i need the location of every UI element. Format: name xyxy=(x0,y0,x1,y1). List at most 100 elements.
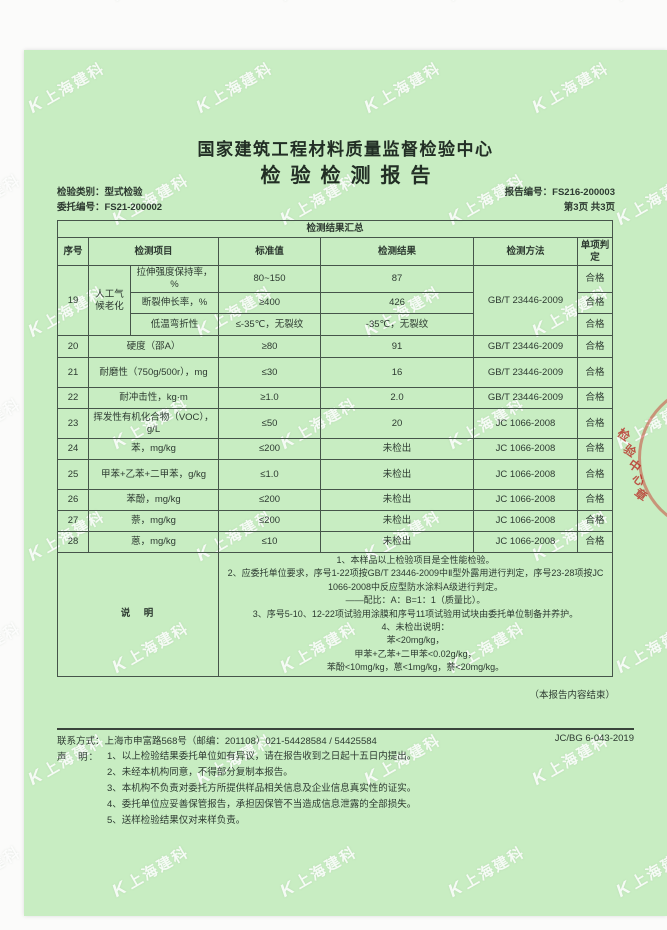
statement-item: 2、未经本机构同意，不得部分复制本报告。 xyxy=(107,767,293,778)
standard-cell: ≤30 xyxy=(218,357,321,388)
table-row: 24 苯，mg/kg ≤200 未检出 JC 1066-2008 合格 xyxy=(57,438,613,460)
col-header-result: 检测结果 xyxy=(320,237,474,266)
table-row: 20 硬度（邵A） ≥80 91 GB/T 23446-2009 合格 xyxy=(57,335,613,358)
result-cell: 未检出 xyxy=(320,459,474,490)
standard-cell: ≥1.0 xyxy=(218,387,321,409)
col-header-judgment: 单项判定 xyxy=(577,237,613,266)
table-banner: 检测结果汇总 xyxy=(57,220,613,238)
col-header-item: 检测项目 xyxy=(88,237,219,266)
table-row: 25 甲苯+乙苯+二甲苯，g/kg ≤1.0 未检出 JC 1066-2008 合格 xyxy=(57,459,613,490)
method-cell: JC 1066-2008 xyxy=(473,531,578,553)
standard-cell: ≤200 xyxy=(218,510,321,532)
standard-cell: ≤1.0 xyxy=(218,459,321,490)
result-cell: 未检出 xyxy=(320,531,474,553)
result-cell: 2.0 xyxy=(320,387,474,409)
result-cell: 16 xyxy=(320,357,474,388)
contact-row: 联系方式：上海市申富路568号（邮编：201108）021-54428584 /… xyxy=(57,733,634,747)
judgment-cell: 合格 xyxy=(577,292,613,314)
table-row: 21 耐磨性（750g/500r），mg ≤30 16 GB/T 23446-2009 合… xyxy=(57,357,613,388)
results-table: 检测结果汇总 序号 检测项目 标准值 检测结果 检测方法 单项判定 19 人工气… xyxy=(57,220,613,677)
judgment-cell: 合格 xyxy=(577,438,613,460)
item-cell: 耐磨性（750g/500r），mg xyxy=(88,357,219,388)
col-header-no: 序号 xyxy=(57,237,89,266)
inspection-category: 检验类别：型式检验 xyxy=(57,187,143,198)
item-cell: 苯酚，mg/kg xyxy=(88,489,219,511)
item-cell: 低温弯折性 xyxy=(130,313,219,336)
judgment-cell: 合格 xyxy=(577,335,613,358)
note-line: 3、序号5-10、12-22项试验用涂膜和序号11项试验用试块由委托单位制备并养… xyxy=(252,608,579,619)
document-code: JC/BG 6-043-2019 xyxy=(554,733,634,744)
col-header-method: 检测方法 xyxy=(473,237,578,266)
judgment-cell: 合格 xyxy=(577,387,613,409)
statement-item: 1、以上检验结果委托单位如有异议，请在报告收到之日起十五日内提出。 xyxy=(107,751,417,762)
table-row: 22 耐冲击性，kg·m ≥1.0 2.0 GB/T 23446-2009 合格 xyxy=(57,387,613,409)
item-cell: 甲苯+乙苯+二甲苯，g/kg xyxy=(88,459,219,490)
note-line: 1、本样品以上检验项目是全性能检验。 xyxy=(336,555,495,565)
standard-cell: 80~150 xyxy=(218,265,321,293)
result-cell: -35℃，无裂纹 xyxy=(320,313,474,336)
item-cell: 萘，mg/kg xyxy=(88,510,219,532)
row-no: 22 xyxy=(57,387,89,409)
statement-item: 5、送样检验结果仅对来样负责。 xyxy=(107,815,246,826)
statement-block: 声 明： 1、以上检验结果委托单位如有异议，请在报告收到之日起十五日内提出。 2、… xyxy=(57,749,634,829)
row-no: 27 xyxy=(57,510,89,532)
result-cell: 未检出 xyxy=(320,510,474,532)
statement-list: 1、以上检验结果委托单位如有异议，请在报告收到之日起十五日内提出。 2、未经本机构… xyxy=(107,749,416,829)
table-row: 26 苯酚，mg/kg ≤200 未检出 JC 1066-2008 合格 xyxy=(57,489,613,511)
result-cell: 426 xyxy=(320,292,474,314)
judgment-cell: 合格 xyxy=(577,313,613,336)
row-no: 19 xyxy=(57,265,89,336)
method-cell: JC 1066-2008 xyxy=(473,408,578,439)
judgment-cell: 合格 xyxy=(577,531,613,553)
row-no: 25 xyxy=(57,459,89,490)
standard-cell: ≤50 xyxy=(218,408,321,439)
judgment-cell: 合格 xyxy=(577,408,613,439)
table-row: 28 蒽，mg/kg ≤10 未检出 JC 1066-2008 合格 xyxy=(57,531,613,553)
group-label: 人工气候老化 xyxy=(88,265,131,336)
result-cell: 20 xyxy=(320,408,474,439)
statement-label: 声 明： xyxy=(57,752,100,763)
method-cell: GB/T 23446-2009 xyxy=(473,357,578,388)
note-line: 甲苯+乙苯+二甲苯<0.02g/kg， xyxy=(354,648,477,659)
item-cell: 耐冲击性，kg·m xyxy=(88,387,219,409)
method-cell: GB/T 23446-2009 xyxy=(473,335,578,358)
note-line: 2、应委托单位要求，序号1-22项按GB/T 23446-2009中Ⅱ型外露用进… xyxy=(227,568,604,592)
commission-number: 委托编号：FS21-200002 xyxy=(57,202,163,213)
result-cell: 87 xyxy=(320,265,474,293)
contact-info: 联系方式：上海市申富路568号（邮编：201108）021-54428584 /… xyxy=(57,736,377,747)
report-number: 报告编号：FS216-200003 xyxy=(504,187,615,198)
standard-cell: ≥80 xyxy=(218,335,321,358)
item-cell: 苯，mg/kg xyxy=(88,438,219,460)
note-line: 苯<20mg/kg， xyxy=(386,635,445,646)
result-cell: 91 xyxy=(320,335,474,358)
footer-divider xyxy=(57,728,634,730)
table-row: 23 挥发性有机化合物（VOC），g/L ≤50 20 JC 1066-2008 合格 xyxy=(57,408,613,439)
method-cell: JC 1066-2008 xyxy=(473,459,578,490)
notes-label: 说 明 xyxy=(57,552,219,677)
method-cell: GB/T 23446-2009 xyxy=(473,387,578,409)
judgment-cell: 合格 xyxy=(577,510,613,532)
end-of-report-note: （本报告内容结束） xyxy=(529,690,615,701)
judgment-cell: 合格 xyxy=(577,489,613,511)
method-cell: JC 1066-2008 xyxy=(473,510,578,532)
page-info: 第3页 共3页 xyxy=(563,202,615,213)
row-no: 21 xyxy=(57,357,89,388)
row-no: 20 xyxy=(57,335,89,358)
item-cell: 蒽，mg/kg xyxy=(88,531,219,553)
statement-item: 3、本机构不负责对委托方所提供样品相关信息及企业信息真实性的证实。 xyxy=(107,783,417,794)
note-line: 4、未检出说明： xyxy=(381,622,450,633)
row-no: 23 xyxy=(57,408,89,439)
statement-item: 4、委托单位应妥善保管报告，承担因保管不当造成信息泄露的全部损失。 xyxy=(107,799,417,810)
standard-cell: ≤200 xyxy=(218,438,321,460)
method-cell: JC 1066-2008 xyxy=(473,438,578,460)
standard-cell: ≤200 xyxy=(218,489,321,511)
table-row: 27 萘，mg/kg ≤200 未检出 JC 1066-2008 合格 xyxy=(57,510,613,532)
item-cell: 拉伸强度保持率，% xyxy=(130,265,219,293)
standard-cell: ≥400 xyxy=(218,292,321,314)
method-cell: GB/T 23446-2009 xyxy=(473,265,578,336)
note-line: ——配比：A：B=1：1（质量比）。 xyxy=(345,595,486,606)
standard-cell: ≤10 xyxy=(218,531,321,553)
judgment-cell: 合格 xyxy=(577,265,613,293)
org-title: 国家建筑工程材料质量监督检验中心 xyxy=(197,140,494,159)
